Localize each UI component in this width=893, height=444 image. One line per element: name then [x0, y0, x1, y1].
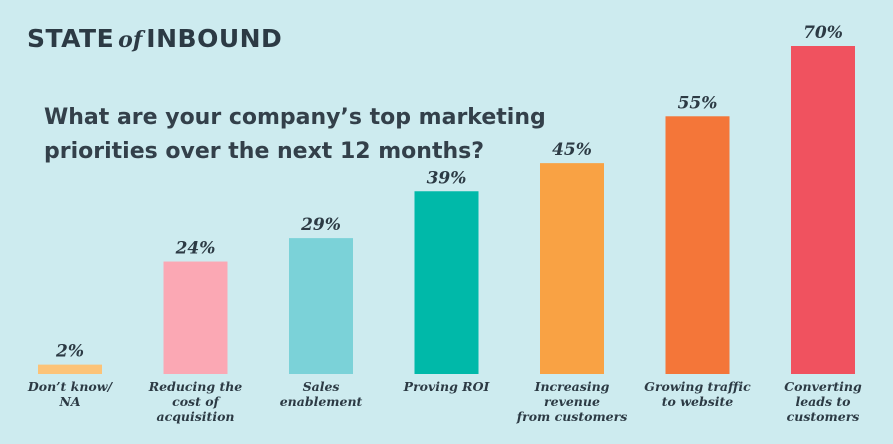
value-label-1: 24% — [175, 239, 216, 259]
category-label-6: Converting leads to customers — [784, 379, 862, 424]
value-label-5: 55% — [678, 93, 718, 113]
value-label-4: 45% — [552, 140, 592, 160]
category-label-2: Sales enablement — [280, 379, 363, 409]
bar-3 — [414, 191, 479, 374]
value-label-2: 29% — [300, 215, 341, 235]
brand-word-state: STATE — [27, 24, 115, 53]
bar-0 — [38, 364, 102, 374]
category-label-1: Reducing the cost of acquisition — [148, 379, 243, 424]
category-label-0: Don’t know/NA — [27, 379, 114, 409]
brand-logo: STATE of INBOUND — [27, 24, 282, 53]
category-label-5: Growing traffic to website — [644, 379, 751, 409]
brand-word-of: of — [118, 27, 143, 53]
bar-2 — [289, 238, 353, 374]
bar-5 — [665, 116, 730, 375]
bar-6 — [791, 46, 855, 374]
chart-question: What are your company’s top marketing pr… — [44, 105, 546, 164]
category-label-3: Proving ROI — [403, 379, 491, 394]
value-label-3: 39% — [427, 168, 467, 188]
bar-4 — [540, 163, 604, 374]
value-label-0: 2% — [55, 342, 84, 362]
value-label-6: 70% — [803, 23, 843, 43]
category-label-4: Increasing revenue from customers — [516, 379, 628, 424]
bar-1 — [163, 261, 228, 374]
brand-word-inbound: INBOUND — [146, 24, 283, 53]
